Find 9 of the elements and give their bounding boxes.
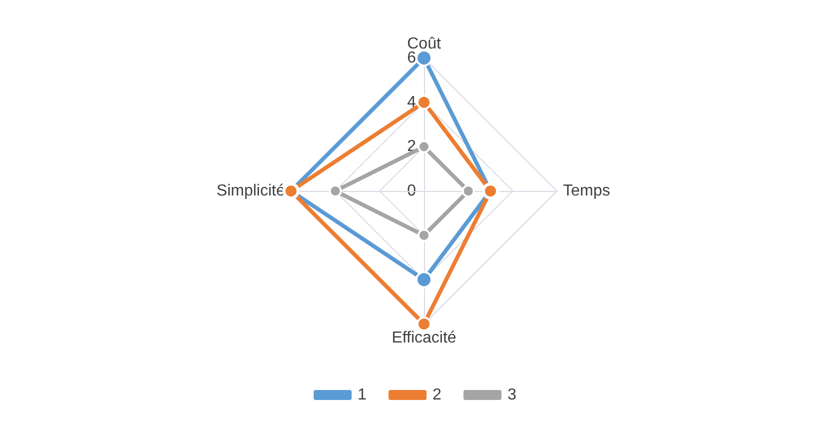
spoke-label: Temps — [563, 182, 610, 200]
legend-label: 2 — [432, 386, 442, 404]
spoke-label: Coût — [407, 36, 442, 52]
spoke-label: Simplicité — [216, 182, 286, 200]
legend-label: 3 — [507, 386, 516, 404]
legend-label: 1 — [358, 386, 367, 404]
y-tick-label: 6 — [407, 50, 416, 66]
y-tick-label: 4 — [407, 94, 416, 111]
spoke-label: Efficacité — [392, 330, 456, 346]
